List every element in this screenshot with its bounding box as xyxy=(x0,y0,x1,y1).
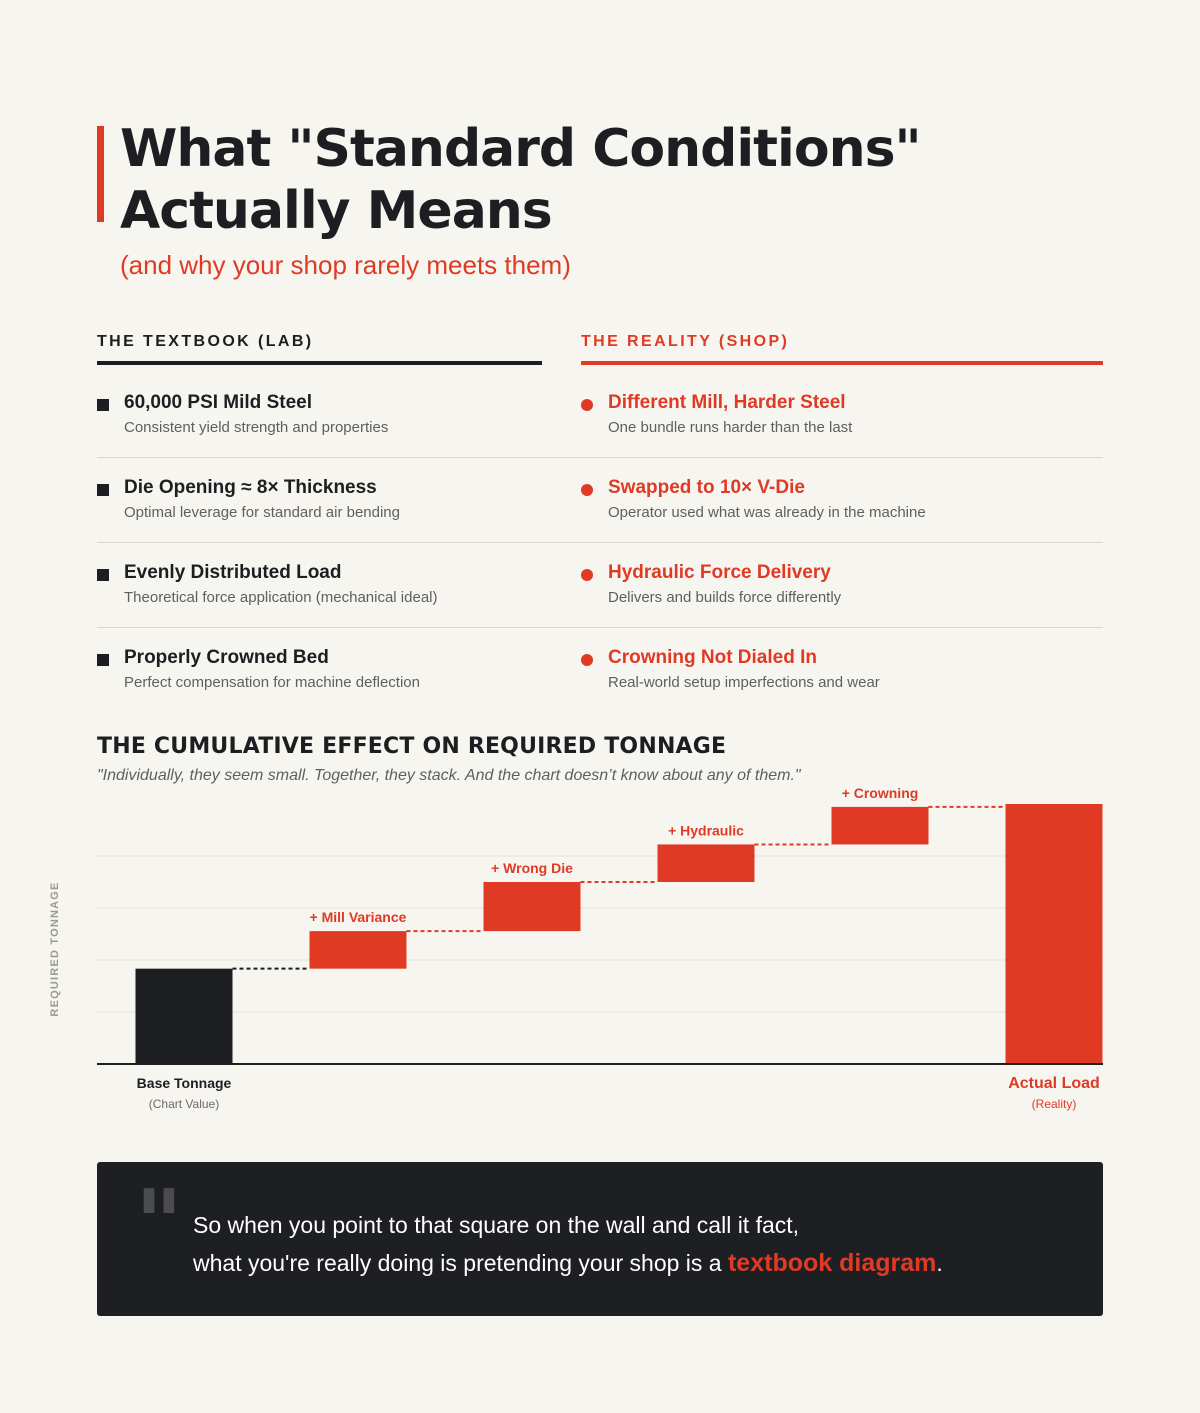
closing-line2: what you're really doing is pretending y… xyxy=(193,1244,943,1282)
square-bullet-icon xyxy=(97,569,109,581)
bar xyxy=(657,844,755,882)
closing-quote-text: So when you point to that square on the … xyxy=(193,1206,943,1282)
page-subtitle: (and why your shop rarely meets them) xyxy=(120,250,571,280)
row-divider xyxy=(97,542,1103,543)
bar xyxy=(831,806,929,845)
y-axis-label: REQUIRED TONNAGE xyxy=(49,881,61,1016)
row-divider xyxy=(97,457,1103,458)
closing-line2-prefix: what you're really doing is pretending y… xyxy=(193,1250,728,1276)
x-tick-sublabel: (Reality) xyxy=(1032,1097,1077,1111)
closing-suffix: . xyxy=(936,1250,943,1276)
shop-item-title: Swapped to 10× V-Die xyxy=(608,477,805,498)
shop-item-desc: One bundle runs harder than the last xyxy=(608,419,853,436)
lab-item-title: Die Opening ≈ 8× Thickness xyxy=(124,477,377,498)
circle-bullet-icon xyxy=(581,484,593,496)
lab-column-heading: THE TEXTBOOK (LAB) xyxy=(97,333,314,350)
bar xyxy=(1005,804,1103,1064)
lab-item-desc: Consistent yield strength and properties xyxy=(124,419,389,436)
waterfall-chart: REQUIRED TONNAGE + Mill Variance + Wrong D… xyxy=(49,785,1103,1111)
shop-item-desc: Operator used what was already in the ma… xyxy=(608,504,926,521)
lab-item-title: 60,000 PSI Mild Steel xyxy=(124,392,312,413)
bar xyxy=(309,931,407,969)
closing-highlight: textbook diagram xyxy=(727,1249,937,1277)
page-title-line2: Actually Means xyxy=(120,181,553,241)
lab-item-title: Evenly Distributed Load xyxy=(124,562,342,583)
shop-column-heading: THE REALITY (SHOP) xyxy=(581,333,790,350)
shop-item-title: Hydraulic Force Delivery xyxy=(608,562,831,583)
quote-mark-icon: " xyxy=(135,1170,183,1277)
circle-bullet-icon xyxy=(581,654,593,666)
page-title-line1: What "Standard Conditions" xyxy=(120,119,922,179)
lab-item-title: Properly Crowned Bed xyxy=(124,647,329,668)
title-accent-bar xyxy=(97,126,104,222)
bar-label: + Hydraulic xyxy=(668,822,744,838)
row-divider xyxy=(97,627,1103,628)
lab-item-desc: Theoretical force application (mechanica… xyxy=(124,589,438,606)
shop-item-title: Crowning Not Dialed In xyxy=(608,647,817,668)
square-bullet-icon xyxy=(97,484,109,496)
bar-label: + Wrong Die xyxy=(491,860,573,876)
square-bullet-icon xyxy=(97,399,109,411)
chart-quote: "Individually, they seem small. Together… xyxy=(97,767,801,784)
circle-bullet-icon xyxy=(581,399,593,411)
x-tick-label: Base Tonnage xyxy=(137,1075,232,1091)
lab-item-desc: Optimal leverage for standard air bendin… xyxy=(124,504,400,521)
shop-item-desc: Delivers and builds force differently xyxy=(608,589,842,606)
closing-line1: So when you point to that square on the … xyxy=(193,1212,800,1238)
shop-item-title: Different Mill, Harder Steel xyxy=(608,392,846,413)
bar xyxy=(483,882,581,932)
lab-item-desc: Perfect compensation for machine deflect… xyxy=(124,674,420,691)
page-title: What "Standard Conditions" Actually Mean… xyxy=(120,118,922,242)
x-tick-label: Actual Load xyxy=(1008,1075,1100,1092)
shop-item-desc: Real-world setup imperfections and wear xyxy=(608,674,880,691)
square-bullet-icon xyxy=(97,654,109,666)
chart-heading: THE CUMULATIVE EFFECT ON REQUIRED TONNAG… xyxy=(97,734,727,759)
bar xyxy=(135,968,233,1064)
shop-column-rule xyxy=(581,361,1103,365)
x-tick-sublabel: (Chart Value) xyxy=(149,1097,219,1111)
circle-bullet-icon xyxy=(581,569,593,581)
bar-label: + Mill Variance xyxy=(310,909,407,925)
bar-label: + Crowning xyxy=(842,785,919,801)
lab-column-rule xyxy=(97,361,542,365)
closing-quote-box: " So when you point to that square on th… xyxy=(97,1162,1103,1316)
